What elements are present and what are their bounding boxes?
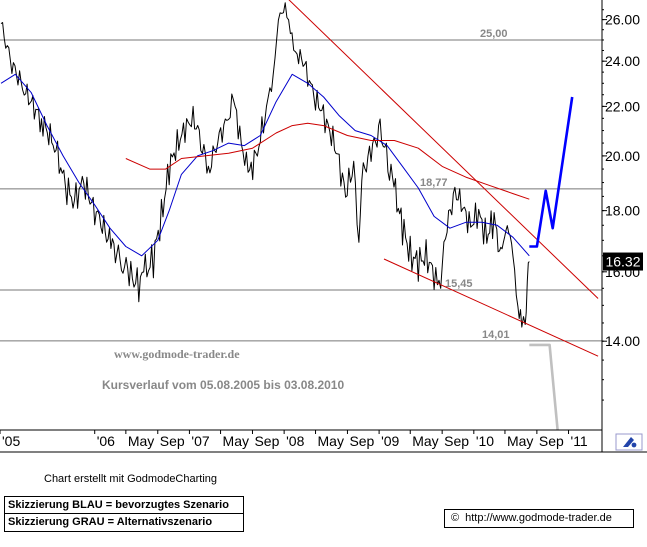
- y-tick-label: 20.00: [605, 148, 640, 164]
- last-price-marker: 16.32: [603, 252, 643, 271]
- x-tick-label: '06: [97, 433, 115, 449]
- series-ma-fast: [0, 73, 530, 257]
- y-tick-label: 26.00: [605, 12, 640, 28]
- series-scenario-blue: [529, 96, 574, 248]
- x-tick-label: Sep: [160, 433, 185, 449]
- x-tick-label: May: [507, 433, 533, 449]
- x-tick-label: May: [223, 433, 249, 449]
- x-tick-label: May: [318, 433, 344, 449]
- plot-area: [0, 0, 602, 430]
- x-tick-label: '10: [476, 433, 494, 449]
- level-label: 15,45: [445, 278, 473, 290]
- x-tick-label: Sep: [539, 433, 564, 449]
- last-price-label: 16.32: [605, 254, 640, 270]
- chart-settings-icon[interactable]: [615, 433, 643, 451]
- watermark-text: www.godmode-trader.de: [114, 347, 240, 361]
- chart-annotations: www.godmode-trader.de Kursverlauf vom 05…: [102, 347, 344, 392]
- y-tick-label: 22.00: [605, 98, 640, 114]
- series-ma-slow: [125, 122, 530, 200]
- series-trend-lower: [383, 258, 599, 357]
- x-tick-label: '11: [571, 433, 588, 449]
- series-trend-upper: [288, 0, 599, 299]
- y-tick-label: 14.00: [605, 333, 640, 349]
- scenario-legend: Skizzierung BLAU = bevorzugtes Szenario …: [4, 496, 244, 532]
- copyright-symbol: ©: [451, 512, 460, 524]
- series-scenario-gray: [529, 343, 559, 431]
- x-tick-label: '09: [381, 433, 399, 449]
- x-tick-label: '05: [2, 433, 20, 449]
- chart-series: [0, 0, 599, 431]
- x-tick-label: '08: [286, 433, 304, 449]
- source-url[interactable]: http://www.godmode-trader.de: [465, 512, 612, 524]
- x-axis: '05 '06 May Sep '07 May Sep '08 May Sep '09 May Sep '…: [0, 430, 588, 449]
- x-tick-label: May: [128, 433, 154, 449]
- x-tick-label: '07: [191, 433, 209, 449]
- x-tick-label: Sep: [254, 433, 279, 449]
- legend-blue-scenario: Skizzierung BLAU = bevorzugtes Szenario: [8, 499, 229, 511]
- level-label: 25,00: [480, 28, 508, 40]
- x-tick-label: Sep: [444, 433, 469, 449]
- copyright-box: © http://www.godmode-trader.de: [444, 509, 634, 528]
- level-label: 18,77: [420, 177, 448, 189]
- legend-gray-scenario: Skizzierung GRAU = Alternativszenario: [5, 513, 243, 530]
- last-price-box: [603, 252, 643, 271]
- x-tick-label: Sep: [349, 433, 374, 449]
- chart-credit: Chart erstellt mit GodmodeCharting: [44, 473, 218, 485]
- x-tick-label: May: [412, 433, 438, 449]
- series-price: [0, 2, 530, 328]
- y-tick-label: 24.00: [605, 53, 640, 69]
- y-tick-label: 18.00: [605, 203, 640, 219]
- level-label: 14,01: [482, 329, 510, 341]
- period-note: Kursverlauf vom 05.08.2005 bis 03.08.201…: [102, 378, 344, 392]
